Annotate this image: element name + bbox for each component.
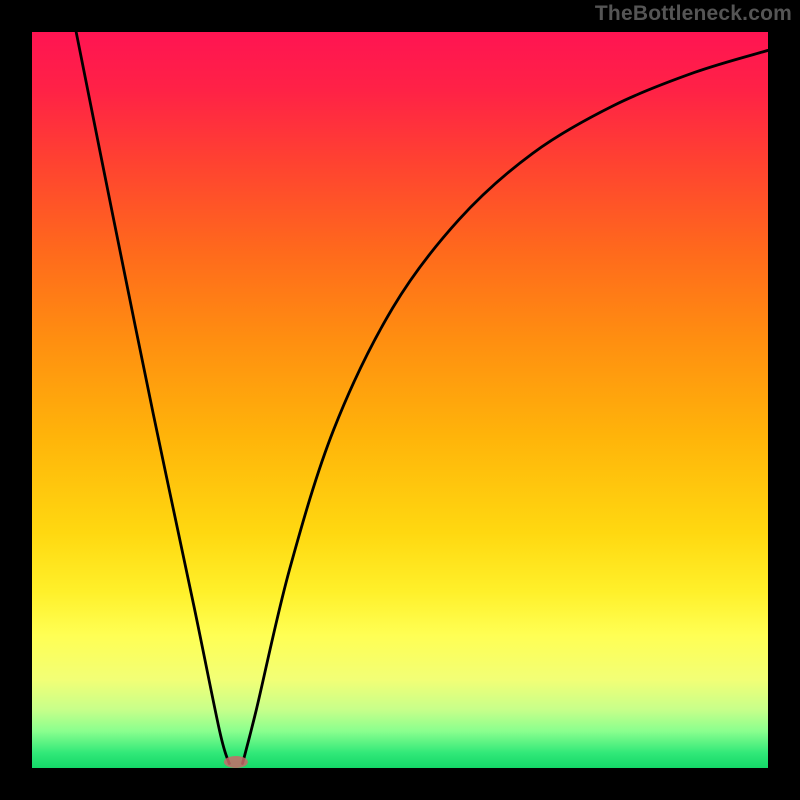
bottleneck-chart: [0, 0, 800, 800]
bottleneck-chart-container: TheBottleneck.com: [0, 0, 800, 800]
chart-plot-background: [32, 32, 768, 768]
watermark-label: TheBottleneck.com: [595, 2, 792, 26]
bottleneck-marker: [224, 756, 248, 768]
